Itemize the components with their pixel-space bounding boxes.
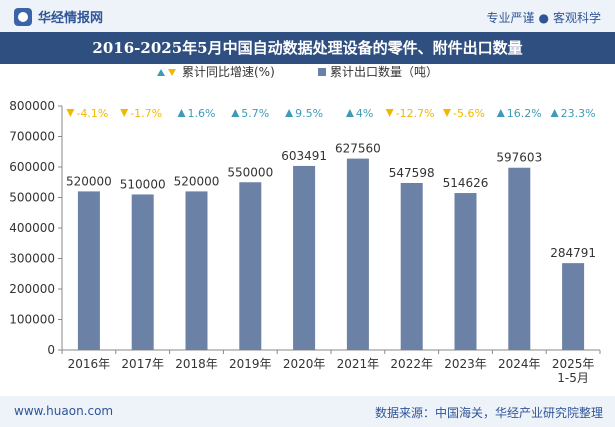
- growth-up-triangle-icon: [285, 109, 294, 117]
- y-tick-label: 700000: [9, 130, 55, 144]
- bar[interactable]: [131, 194, 154, 350]
- bar-value-label: 603491: [281, 149, 327, 163]
- y-tick-label: 600000: [9, 160, 55, 174]
- x-tick-label: 2017年: [121, 357, 164, 371]
- y-axis: 0 100000 200000 300000 400000 500000 600000 700…: [9, 99, 63, 357]
- growth-down-triangle-icon: [385, 109, 394, 117]
- growth-label: -1.7%: [130, 107, 162, 120]
- bar-value-label: 520000: [174, 174, 220, 188]
- bars: 520000 510000 520000 550000 603491 627560 5475…: [66, 142, 596, 350]
- y-tick-label: 0: [47, 343, 55, 357]
- growth-down-triangle-icon: [120, 109, 129, 117]
- bar[interactable]: [239, 182, 262, 350]
- footer-bar: www.huaon.com 数据来源：中国海关，华经产业研究院整理: [0, 396, 615, 427]
- slogan-right: 客观科学: [552, 11, 601, 25]
- footer-source: 数据来源：中国海关，华经产业研究院整理: [374, 406, 603, 420]
- y-tick-label: 500000: [9, 191, 55, 205]
- growth-labels: -4.1% -1.7% 1.6% 5.7% 9.5% 4% -12.7% -5.6% 16.2%…: [66, 107, 596, 120]
- bar[interactable]: [562, 263, 585, 350]
- growth-down-triangle-icon: [443, 109, 451, 117]
- slogan-left: 专业严谨: [486, 11, 535, 25]
- growth-up-triangle-icon: [345, 109, 354, 117]
- growth-label: 16.2%: [507, 107, 542, 120]
- legend-up-triangle-icon: [157, 69, 165, 76]
- growth-label: 1.6%: [188, 107, 216, 120]
- x-tick-label: 2023年: [444, 357, 487, 371]
- growth-up-triangle-icon: [550, 109, 559, 117]
- bar[interactable]: [400, 182, 423, 350]
- x-tick-label: 2022年: [390, 357, 433, 371]
- bar-value-label: 284791: [550, 246, 596, 260]
- bar[interactable]: [293, 165, 316, 350]
- brand[interactable]: 华经情报网: [14, 7, 103, 26]
- x-tick-label: 2020年: [283, 357, 326, 371]
- legend-down-triangle-icon: [168, 69, 176, 76]
- x-tick-label: 1-5月: [557, 371, 589, 385]
- bar-value-label: 520000: [66, 174, 112, 188]
- bar[interactable]: [508, 167, 531, 350]
- bar[interactable]: [185, 191, 208, 350]
- y-tick-label: 400000: [9, 221, 55, 235]
- growth-label: 5.7%: [241, 107, 269, 120]
- bar[interactable]: [454, 193, 477, 350]
- legend: 累计同比增速(%) 累计出口数量（吨）: [157, 64, 438, 79]
- growth-up-triangle-icon: [231, 109, 240, 117]
- legend-bar-swatch-icon: [318, 68, 326, 76]
- slogan: 专业严谨 ● 客观科学: [486, 9, 601, 26]
- legend-export-label: 累计出口数量（吨）: [330, 64, 438, 79]
- bar-value-label: 550000: [227, 165, 273, 179]
- top-bar: 华经情报网 专业严谨 ● 客观科学: [0, 0, 615, 32]
- growth-down-triangle-icon: [66, 109, 75, 117]
- growth-label: 9.5%: [295, 107, 323, 120]
- growth-up-triangle-icon: [177, 109, 186, 117]
- title-bar: 2016-2025年5月中国自动数据处理设备的零件、附件出口数量: [0, 32, 615, 64]
- growth-label: -5.6%: [453, 107, 485, 120]
- chart-title: 2016-2025年5月中国自动数据处理设备的零件、附件出口数量: [92, 39, 523, 57]
- bar[interactable]: [77, 191, 100, 350]
- y-tick-label: 800000: [9, 99, 55, 113]
- bar-value-label: 627560: [335, 142, 381, 156]
- growth-label: -12.7%: [396, 107, 435, 120]
- slogan-separator-icon: ●: [538, 11, 549, 25]
- x-axis: 2016年 2017年 2018年 2019年 2020年 2021年 2022年 2023年…: [61, 349, 601, 385]
- y-tick-label: 100000: [9, 313, 55, 327]
- growth-up-triangle-icon: [496, 109, 505, 117]
- y-tick-label: 200000: [9, 282, 55, 296]
- legend-growth-label: 累计同比增速(%): [182, 65, 275, 79]
- x-tick-label: 2021年: [337, 357, 380, 371]
- growth-label: -4.1%: [76, 107, 108, 120]
- bar-value-label: 514626: [443, 176, 489, 190]
- growth-label: 23.3%: [561, 107, 596, 120]
- brand-name: 华经情报网: [38, 11, 104, 26]
- bar-value-label: 597603: [496, 151, 542, 165]
- y-tick-label: 300000: [9, 252, 55, 266]
- bar-value-label: 510000: [120, 177, 166, 191]
- x-tick-label: 2016年: [68, 357, 111, 371]
- bar[interactable]: [346, 158, 369, 350]
- chart: 累计同比增速(%) 累计出口数量（吨） 0 100000 200000 300000 40…: [9, 64, 601, 385]
- x-tick-label: 2018年: [175, 357, 218, 371]
- hj-logo-icon: [14, 7, 32, 26]
- footer-website[interactable]: www.huaon.com: [14, 404, 114, 418]
- growth-label: 4%: [356, 107, 373, 120]
- x-tick-label: 2019年: [229, 357, 272, 371]
- bar-value-label: 547598: [389, 166, 435, 180]
- x-tick-label: 2025年: [552, 357, 595, 371]
- x-tick-label: 2024年: [498, 357, 541, 371]
